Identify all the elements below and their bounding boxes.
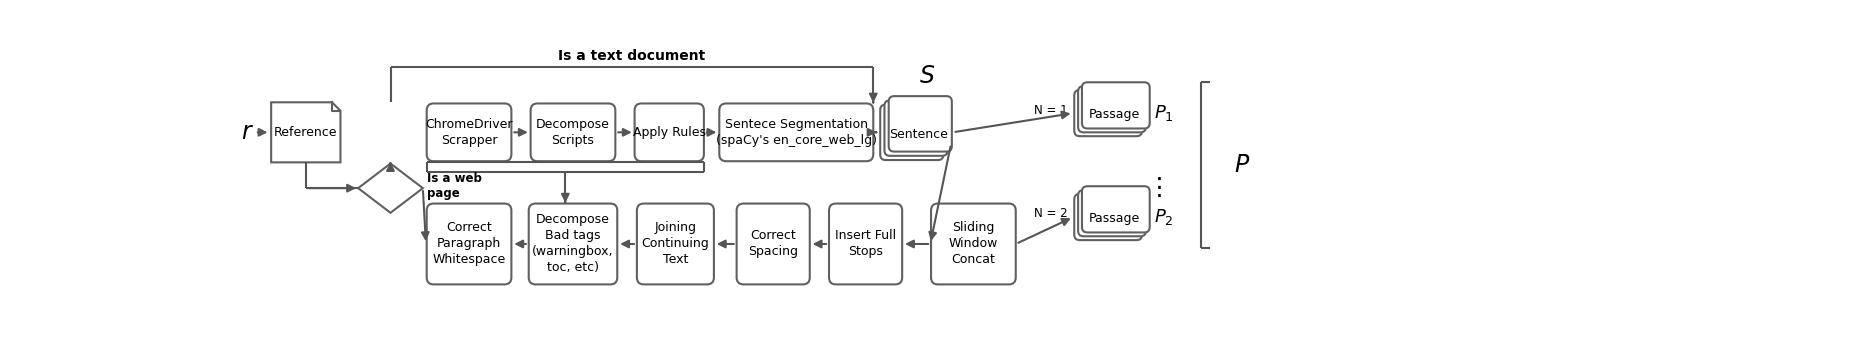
Text: Is a text document: Is a text document [558, 49, 706, 63]
Text: N = 1: N = 1 [1034, 103, 1068, 117]
Text: Sentence: Sentence [889, 128, 948, 141]
Polygon shape [271, 102, 340, 162]
FancyBboxPatch shape [428, 203, 512, 284]
FancyBboxPatch shape [932, 203, 1016, 284]
Text: $P$: $P$ [1234, 153, 1249, 177]
Text: Decompose
Scripts: Decompose Scripts [536, 118, 611, 147]
Text: ⋮: ⋮ [1146, 176, 1171, 200]
FancyBboxPatch shape [1083, 82, 1150, 128]
Text: Reference: Reference [274, 126, 338, 139]
FancyBboxPatch shape [1077, 86, 1146, 132]
Text: Sentece Segmentation
(spaCy's en_core_web_lg): Sentece Segmentation (spaCy's en_core_we… [715, 118, 877, 147]
FancyBboxPatch shape [829, 203, 902, 284]
Text: Passage: Passage [1088, 108, 1141, 121]
FancyBboxPatch shape [637, 203, 713, 284]
FancyBboxPatch shape [1083, 186, 1150, 232]
Text: Correct
Paragraph
Whitespace: Correct Paragraph Whitespace [433, 221, 506, 266]
FancyBboxPatch shape [1074, 90, 1143, 136]
Text: Correct
Spacing: Correct Spacing [749, 230, 799, 258]
Text: Sliding
Window
Concat: Sliding Window Concat [948, 221, 999, 266]
Text: Apply Rules: Apply Rules [633, 126, 706, 139]
FancyBboxPatch shape [1077, 190, 1146, 236]
Text: Passage: Passage [1088, 212, 1141, 225]
Text: ChromeDriver
Scrapper: ChromeDriver Scrapper [426, 118, 513, 147]
FancyBboxPatch shape [428, 103, 512, 161]
FancyBboxPatch shape [889, 96, 952, 152]
Text: $P_2$: $P_2$ [1154, 207, 1172, 227]
Polygon shape [358, 164, 422, 213]
Text: $r$: $r$ [241, 120, 254, 144]
Text: N = 2: N = 2 [1034, 207, 1068, 220]
Text: $S$: $S$ [919, 64, 935, 88]
FancyBboxPatch shape [530, 103, 616, 161]
Text: Decompose
Bad tags
(warningbox,
toc, etc): Decompose Bad tags (warningbox, toc, etc… [532, 213, 614, 275]
FancyBboxPatch shape [528, 203, 618, 284]
Text: Is a web
page: Is a web page [428, 172, 482, 200]
FancyBboxPatch shape [1074, 194, 1143, 240]
FancyBboxPatch shape [879, 105, 943, 160]
Text: Insert Full
Stops: Insert Full Stops [835, 230, 896, 258]
Text: Joining
Continuing
Text: Joining Continuing Text [642, 221, 709, 266]
FancyBboxPatch shape [737, 203, 810, 284]
FancyBboxPatch shape [719, 103, 874, 161]
FancyBboxPatch shape [635, 103, 704, 161]
Text: $P_1$: $P_1$ [1154, 103, 1172, 123]
FancyBboxPatch shape [885, 100, 948, 156]
